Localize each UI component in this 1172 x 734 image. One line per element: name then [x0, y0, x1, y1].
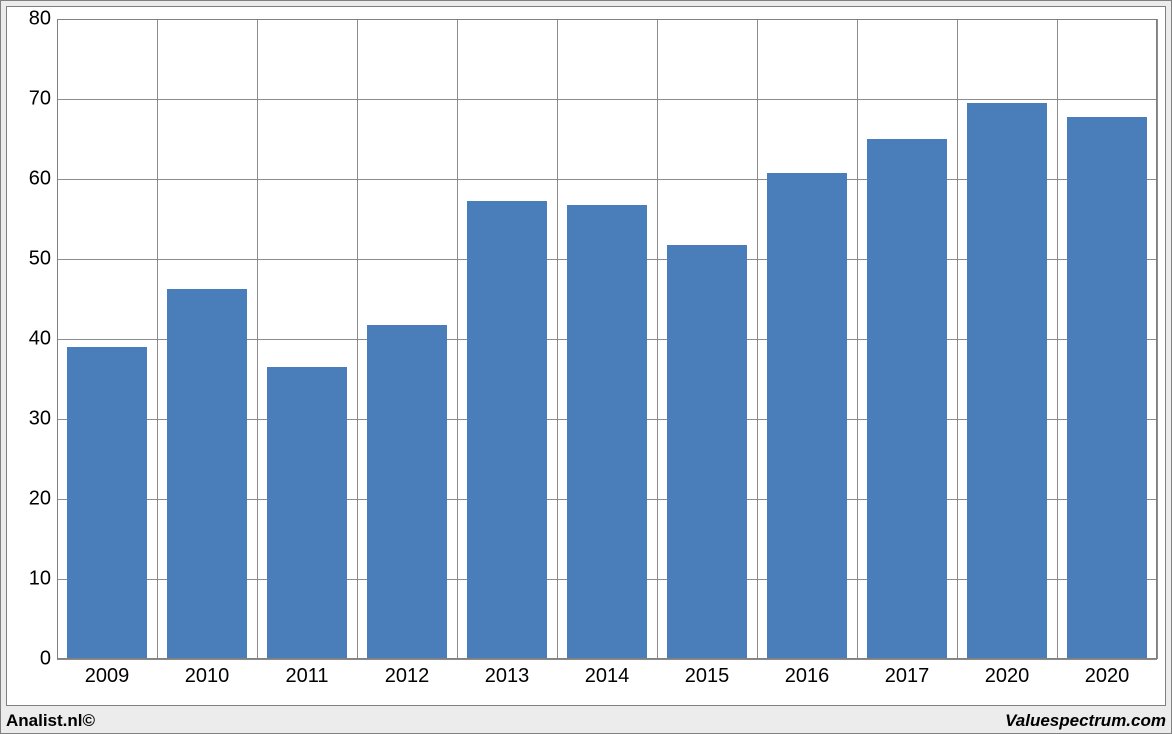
gridline-v [157, 19, 158, 659]
x-tick-label: 2017 [885, 665, 930, 688]
y-tick-label: 80 [29, 8, 51, 31]
footer-left-text: Analist.nl© [6, 711, 95, 731]
bar [767, 173, 847, 659]
y-tick-label: 10 [29, 568, 51, 591]
gridline-v [857, 19, 858, 659]
gridline-h [57, 659, 1157, 660]
plot-border [57, 19, 1157, 20]
x-tick-label: 2015 [685, 665, 730, 688]
y-tick-label: 40 [29, 328, 51, 351]
x-tick-label: 2009 [85, 665, 130, 688]
bar [567, 205, 647, 659]
bar [967, 103, 1047, 659]
chart-inner-frame: 0 10 20 30 40 50 60 70 80 2009 2010 2011 2012 2013 201… [6, 6, 1166, 706]
x-tick-label: 2014 [585, 665, 630, 688]
bar [267, 367, 347, 659]
gridline-v [257, 19, 258, 659]
plot-border [1156, 19, 1157, 659]
gridline-v [357, 19, 358, 659]
x-tick-label: 2013 [485, 665, 530, 688]
gridline-h [57, 99, 1157, 100]
bar [367, 325, 447, 659]
bar [867, 139, 947, 659]
gridline-v [657, 19, 658, 659]
chart-footer: Analist.nl© Valuespectrum.com [6, 711, 1166, 731]
y-tick-label: 50 [29, 248, 51, 271]
bar [167, 289, 247, 659]
x-tick-label: 2020 [1085, 665, 1130, 688]
y-tick-label: 70 [29, 88, 51, 111]
bar [667, 245, 747, 659]
footer-right-text: Valuespectrum.com [1005, 711, 1166, 731]
bar [1067, 117, 1147, 659]
gridline-v [757, 19, 758, 659]
gridline-v [457, 19, 458, 659]
plot-area: 0102030405060708020092010201120122013201… [57, 19, 1157, 659]
plot-border [57, 19, 58, 659]
x-tick-label: 2020 [985, 665, 1030, 688]
gridline-v [557, 19, 558, 659]
y-tick-label: 0 [40, 648, 51, 671]
y-tick-label: 60 [29, 168, 51, 191]
chart-outer-frame: 0 10 20 30 40 50 60 70 80 2009 2010 2011 2012 2013 201… [0, 0, 1172, 734]
y-tick-label: 30 [29, 408, 51, 431]
x-tick-label: 2012 [385, 665, 430, 688]
x-tick-label: 2011 [285, 665, 328, 688]
gridline-v [1057, 19, 1058, 659]
plot-border [57, 658, 1157, 659]
gridline-v [1157, 19, 1158, 659]
x-tick-label: 2010 [185, 665, 230, 688]
gridline-v [957, 19, 958, 659]
y-tick-label: 20 [29, 488, 51, 511]
bar [467, 201, 547, 659]
bar [67, 347, 147, 659]
x-tick-label: 2016 [785, 665, 830, 688]
